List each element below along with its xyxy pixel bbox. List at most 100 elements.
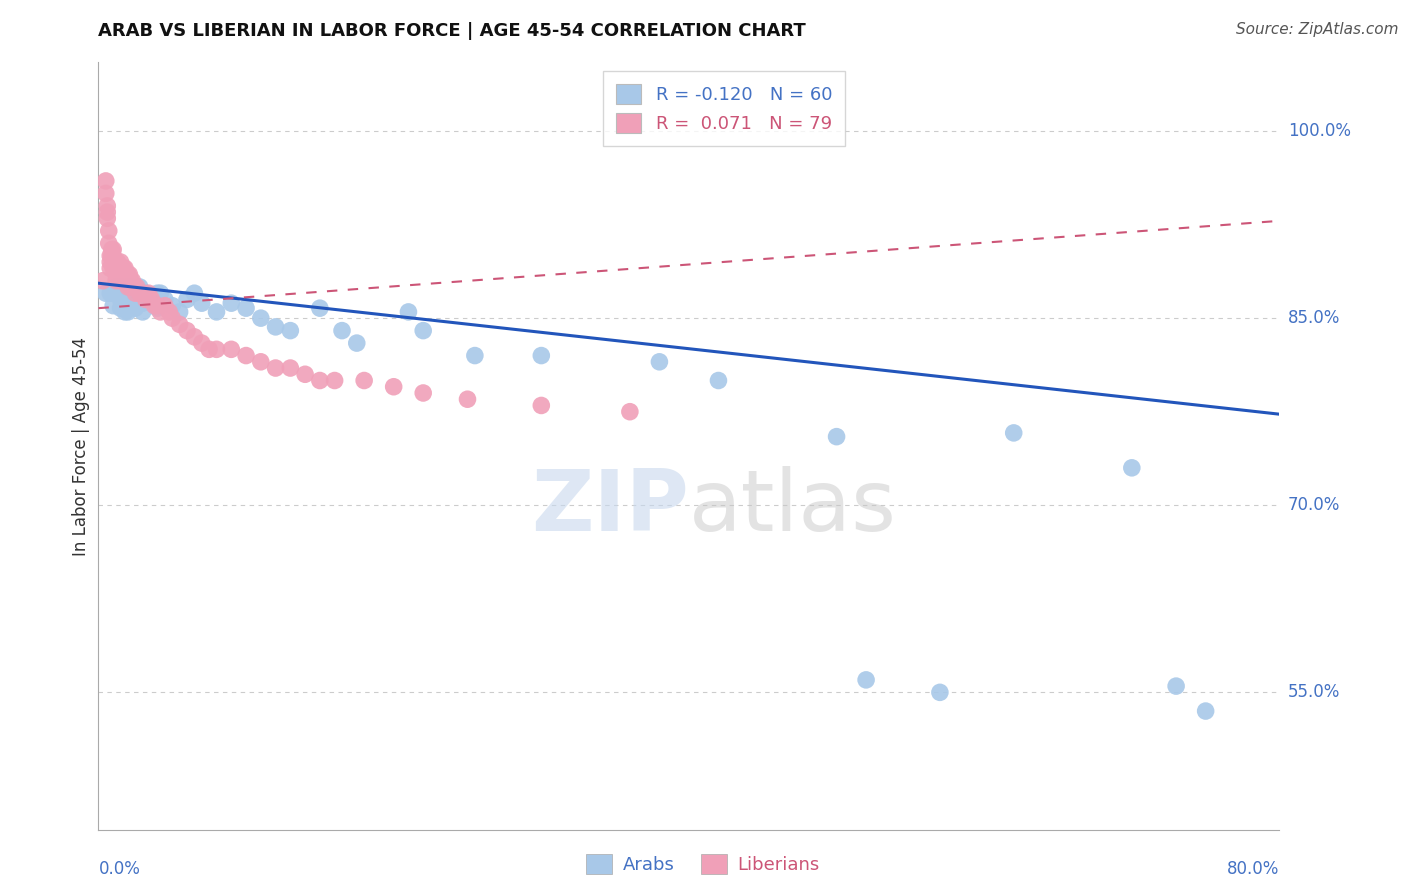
Point [117,274,139,288]
Point [103,261,125,276]
Point [143,296,166,310]
Point [323,374,346,388]
Point [115,274,138,288]
Text: ZIP: ZIP [531,466,689,549]
Point [619,405,641,419]
Point [117,286,139,301]
Text: 100.0%: 100.0% [1288,122,1351,140]
Point [103,249,125,263]
Point [110,293,132,307]
Point [132,296,155,310]
Point [104,261,127,276]
Point [117,280,139,294]
Text: 80.0%: 80.0% [1227,860,1279,878]
Point [125,280,148,294]
Point [97,224,120,238]
Point [149,286,172,301]
Point [176,293,198,307]
Point [103,255,125,269]
Point [530,349,553,363]
Point [98,286,121,301]
Point [183,330,205,344]
Point [105,274,128,288]
Point [235,349,257,363]
Point [110,261,132,276]
Point [96,211,118,226]
Point [111,261,134,276]
Point [94,186,117,201]
Point [294,368,316,382]
Text: 55.0%: 55.0% [1288,683,1340,701]
Point [117,305,139,319]
Point [138,286,160,301]
Point [398,305,420,319]
Point [382,380,405,394]
Point [104,255,127,269]
Point [143,299,166,313]
Point [330,324,353,338]
Point [157,305,180,319]
Point [124,293,146,307]
Point [112,286,135,301]
Point [205,305,228,319]
Point [115,268,138,282]
Point [98,255,121,269]
Point [114,296,136,310]
Point [112,261,135,276]
Point [132,305,155,319]
Point [149,305,172,319]
Point [146,299,169,313]
Point [105,255,128,269]
Legend: R = -0.120   N = 60, R =  0.071   N = 79: R = -0.120 N = 60, R = 0.071 N = 79 [603,71,845,145]
Point [169,318,191,332]
Point [114,274,136,288]
Point [94,174,117,188]
Point [153,293,176,307]
Point [183,286,205,301]
Point [264,361,287,376]
Point [929,685,952,699]
Point [135,293,157,307]
Point [91,274,114,288]
Point [105,261,128,276]
Point [110,301,132,315]
Y-axis label: In Labor Force | Age 45-54: In Labor Force | Age 45-54 [72,336,90,556]
Point [96,199,118,213]
Point [124,286,146,301]
Point [114,286,136,301]
Point [1195,704,1218,718]
Point [221,343,243,357]
Point [112,268,135,282]
Point [120,274,142,288]
Point [96,205,118,219]
Point [128,280,150,294]
Point [105,280,128,294]
Point [98,261,121,276]
Point [110,274,132,288]
Point [648,355,671,369]
Point [412,386,434,401]
Point [309,374,332,388]
Text: Source: ZipAtlas.com: Source: ZipAtlas.com [1236,22,1399,37]
Point [153,299,176,313]
Point [412,324,434,338]
Point [191,336,214,351]
Point [122,280,145,294]
Point [139,293,162,307]
Point [457,392,479,407]
Point [198,343,221,357]
Point [1002,425,1025,440]
Point [309,301,332,315]
Point [855,673,877,687]
Point [205,343,228,357]
Point [105,268,128,282]
Point [94,286,117,301]
Point [103,243,125,257]
Point [114,261,136,276]
Point [97,236,120,251]
Point [111,268,134,282]
Point [176,324,198,338]
Point [120,293,142,307]
Point [124,284,146,298]
Point [110,280,132,294]
